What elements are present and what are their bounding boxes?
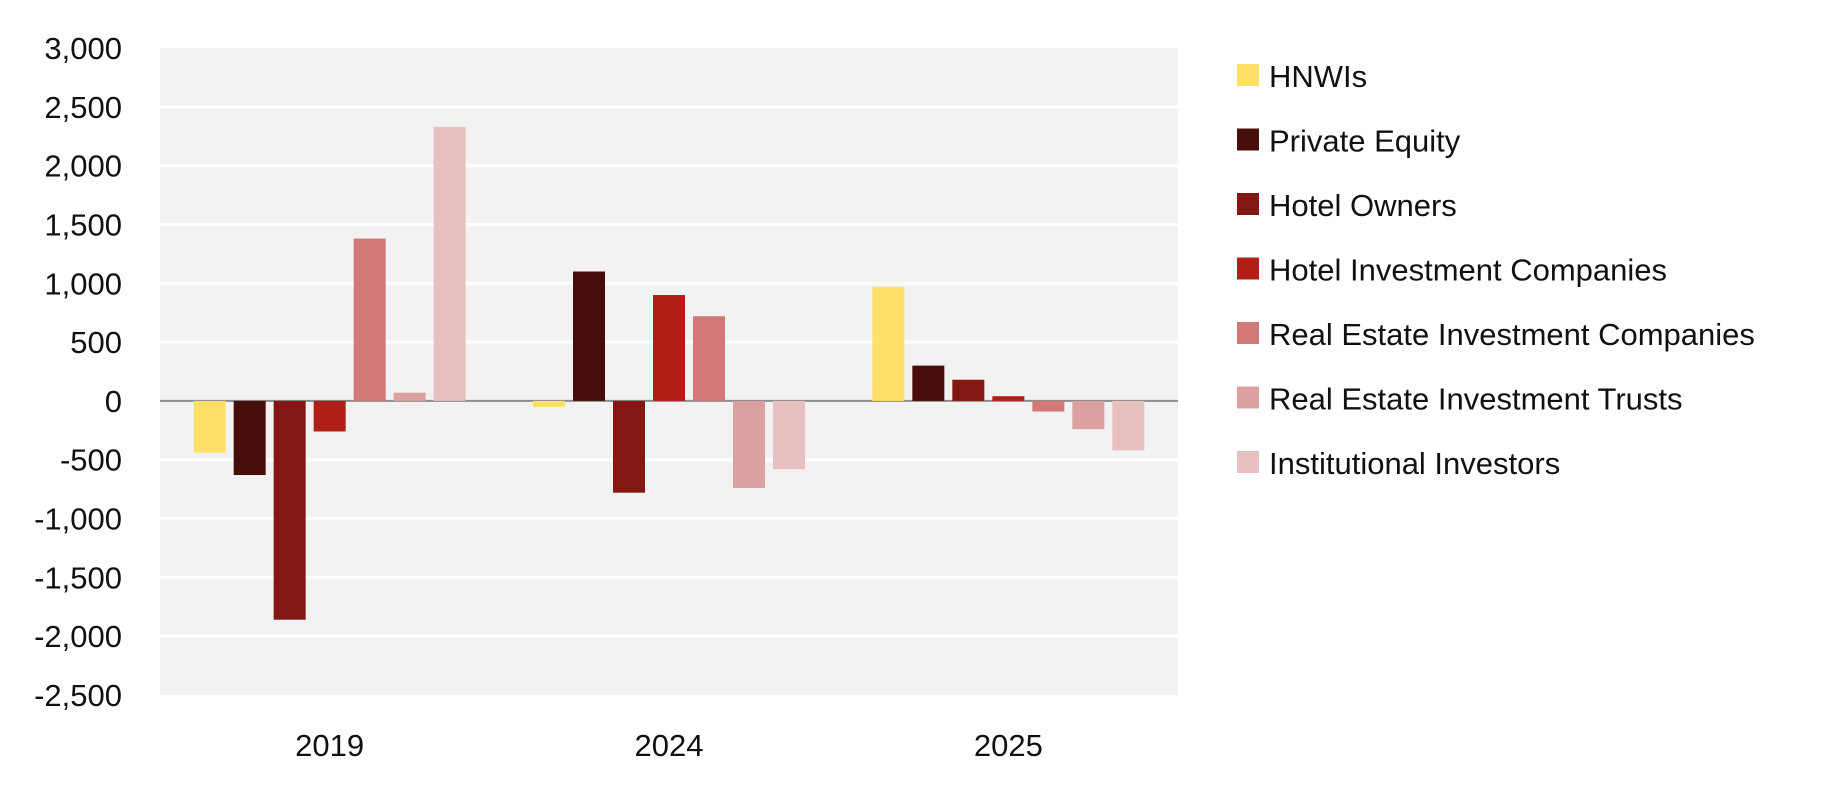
plot-area [160,48,1178,695]
bar [1112,400,1145,451]
bar [573,271,605,401]
legend-label: HNWIs [1269,59,1367,94]
y-tick-label: -1,000 [34,502,122,537]
y-tick-label: -1,500 [34,560,122,595]
legend-swatch [1237,257,1259,280]
bar [1032,400,1065,412]
bar [313,400,346,432]
legend-label: Institutional Investors [1269,446,1560,481]
legend-swatch [1237,64,1259,86]
bar [912,365,945,401]
legend-swatch [1237,193,1259,215]
y-tick-label: 3,000 [44,31,122,66]
bar [872,286,905,401]
legend-label: Private Equity [1269,124,1461,159]
legend-swatch [1237,322,1259,344]
bar [353,238,386,401]
y-tick-label: -2,000 [34,619,122,654]
x-tick-label: 2025 [974,728,1043,763]
legend-label: Real Estate Investment Trusts [1269,382,1683,417]
legend-label: Hotel Investment Companies [1269,253,1667,288]
bar [393,392,426,401]
x-tick-label: 2024 [635,728,704,763]
bar [693,316,725,401]
y-tick-label: 2,500 [44,90,122,125]
bar [193,400,226,453]
y-tick-label: 2,000 [44,149,122,184]
axes: 3,000 2,500 2,000 1,500 1,000 500 0 -500 -1,000 -… [34,31,1178,763]
legend-label: Hotel Owners [1269,188,1457,223]
y-tick-label: 500 [70,325,122,360]
legend-swatch [1237,386,1259,409]
bar [613,400,645,493]
bar [773,400,805,470]
bar [952,379,985,401]
bar [433,126,466,401]
y-tick-label: 1,000 [44,266,122,301]
bar [1072,400,1105,430]
y-tick-label: -500 [60,443,122,478]
bars [193,126,1145,620]
y-tick-label: -2,500 [34,678,122,713]
bar [233,400,266,476]
legend-swatch [1237,128,1259,151]
bar [653,295,685,401]
bar [992,396,1025,401]
legend-label: Real Estate Investment Companies [1269,317,1755,352]
bar [273,400,306,620]
legend-swatch [1237,451,1259,473]
bar [733,400,765,488]
y-tick-label: 1,500 [44,207,122,242]
bar [533,400,565,407]
legend: HNWIs Private Equity Hotel Owners Hotel Inv… [1237,59,1755,481]
x-tick-label: 2019 [295,728,364,763]
y-tick-label: 0 [105,384,122,419]
